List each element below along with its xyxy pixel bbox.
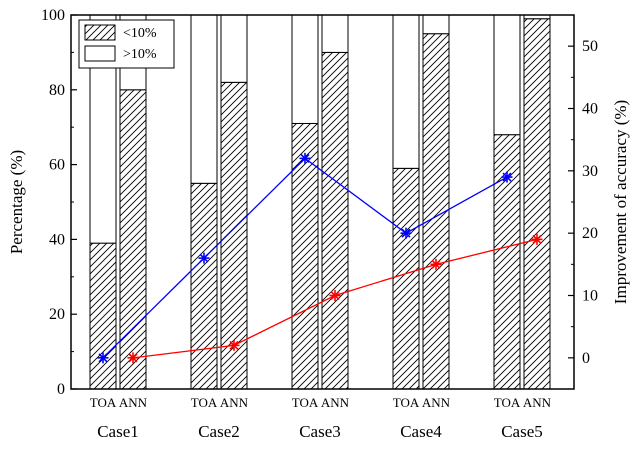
bar-label-toa: TOA <box>393 395 420 410</box>
legend: <10% >10% <box>78 19 175 69</box>
bar-lt10-case1-toa <box>89 242 117 390</box>
legend-swatch-gt10 <box>84 45 116 62</box>
y-axis-title-left: Percentage (%) <box>7 150 26 254</box>
bar-gt10-case3-ann <box>321 14 349 53</box>
point-toa-case1 <box>97 352 109 364</box>
legend-label-lt10: <10% <box>123 26 157 41</box>
point-toa-case5 <box>501 171 513 183</box>
bar-label-toa: TOA <box>292 395 319 410</box>
point-toa-case4 <box>400 227 412 239</box>
bar-label-toa: TOA <box>494 395 521 410</box>
bar-gt10-case5-toa <box>493 14 521 136</box>
left-tick-label: 100 <box>41 7 65 24</box>
left-tick-label: 60 <box>49 157 65 174</box>
left-tick-label: 80 <box>49 82 65 99</box>
y-axis-title-right: Improvement of accuracy (%) <box>611 100 630 304</box>
bar-gt10-case3-toa <box>291 14 319 124</box>
group-label-case5: Case5 <box>501 422 543 441</box>
bar-label-toa: TOA <box>90 395 117 410</box>
point-ann-case1 <box>127 352 139 364</box>
point-ann-case3 <box>329 290 341 301</box>
bar-lt10-case5-ann <box>523 18 551 390</box>
group-label-case3: Case3 <box>299 422 341 441</box>
bar-lt10-case3-ann <box>321 51 349 390</box>
right-tick-label: 50 <box>582 38 598 55</box>
bar-gt10-case4-ann <box>422 14 450 35</box>
right-tick-label: 0 <box>582 350 590 367</box>
right-tick-label: 40 <box>582 101 598 118</box>
bar-label-ann: ANN <box>321 395 350 410</box>
bar-gt10-case2-toa <box>190 14 218 184</box>
point-toa-case2 <box>198 252 210 264</box>
point-ann-case4 <box>430 258 442 270</box>
bar-lt10-case4-toa <box>392 167 420 390</box>
right-tick-label: 30 <box>582 163 598 180</box>
bar-label-ann: ANN <box>523 395 552 410</box>
group-label-case2: Case2 <box>198 422 240 441</box>
bar-lt10-case2-toa <box>190 182 218 390</box>
right-tick-label: 20 <box>582 225 598 242</box>
point-ann-case2 <box>228 339 240 351</box>
bars <box>89 14 551 390</box>
bar-label-ann: ANN <box>119 395 148 410</box>
legend-label-gt10: >10% <box>123 47 157 62</box>
point-toa-case3 <box>299 152 311 164</box>
right-tick-label: 10 <box>582 288 598 305</box>
point-ann-case5 <box>531 233 543 245</box>
bar-label-ann: ANN <box>422 395 451 410</box>
bar-gt10-case4-toa <box>392 14 420 169</box>
left-tick-label: 0 <box>57 381 65 398</box>
bar-gt10-case2-ann <box>220 14 248 83</box>
lines <box>97 152 543 364</box>
bar-label-ann: ANN <box>220 395 249 410</box>
group-label-case1: Case1 <box>97 422 139 441</box>
legend-swatch-lt10 <box>84 24 116 41</box>
bar-label-toa: TOA <box>191 395 218 410</box>
group-label-case4: Case4 <box>400 422 442 441</box>
left-tick-label: 40 <box>49 231 65 248</box>
bar-lt10-case1-ann <box>119 89 147 390</box>
left-tick-label: 20 <box>49 306 65 323</box>
